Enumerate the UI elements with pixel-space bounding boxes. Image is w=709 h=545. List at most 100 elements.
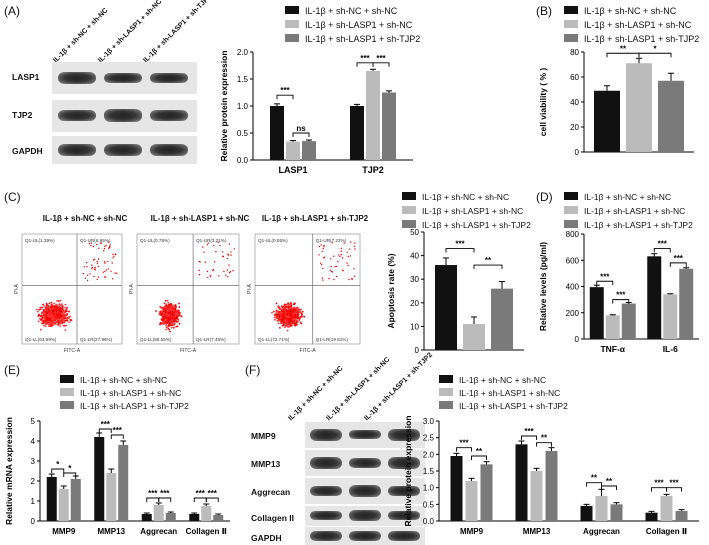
chart-e-sig-bracket-2 [63, 472, 77, 477]
chart-c-y-tick-label-1: 10 [410, 322, 419, 331]
chart-f-category-2: MMP13 [523, 527, 551, 536]
chart-f-sig-label-5: ** [591, 474, 598, 483]
chart-b-bar-1-2 [626, 63, 652, 152]
wb-f-row-collagen: Collagen II [251, 513, 294, 523]
chart-a-sig-bracket-2 [292, 132, 310, 137]
chart-e-y-tick-label-2: 2 [31, 477, 36, 486]
chart-e-sig-bracket-6 [158, 497, 172, 502]
chart-e-y-tick-label-3: 3 [31, 457, 36, 466]
chart-d-category-1: TNF-α [600, 344, 625, 354]
facs-plot-3-ul: Q1-UL(0.55%) [258, 238, 288, 243]
chart-e-bar-3-3 [165, 513, 176, 521]
chart-d-sig-bracket-4 [669, 262, 687, 267]
chart-c-y-tick-label-3: 30 [410, 275, 419, 284]
chart-f-y-tick-label-2: 1.0 [423, 484, 435, 493]
chart-a-category-2: TJP2 [362, 165, 384, 175]
chart-c-sig-bracket-2 [473, 264, 503, 270]
facs-title-2: IL-1β + sh-LASP1 + sh-NC [150, 214, 250, 223]
facs-plot-2-frame [136, 233, 240, 345]
chart-e-y-tick-label-0: 0 [31, 517, 36, 526]
chart-b-y-label: cell viability ( % ) [538, 68, 548, 137]
chart-d-legend-swatch-3 [564, 220, 578, 228]
facs-plot-2-events [155, 241, 235, 333]
chart-c-legend-label-2: IL-1β + sh-LASP1 + sh-NC [422, 206, 523, 216]
wb-a-row-tjp2: TJP2 [12, 110, 33, 120]
facs-plot-2-ur: Q1-UR(3.21%) [196, 238, 227, 243]
chart-d-bar-1-1 [589, 287, 604, 339]
chart-f-sig-label-6: ** [606, 477, 613, 486]
wb-a-row-gapdh: GAPDH [12, 146, 43, 156]
chart-c-y-tick-label-4: 40 [410, 252, 419, 261]
chart-d-sig-label-1: *** [600, 272, 610, 281]
chart-a-bar-2-3 [382, 92, 396, 160]
panel-label-a: (A) [4, 4, 20, 18]
chart-d-y-tick-label-1: 200 [566, 309, 580, 318]
chart-a-legend-label-3: IL-1β + sh-LASP1 + sh-TJP2 [305, 34, 420, 44]
wb-f-row-mmp9: MMP9 [251, 431, 276, 441]
chart-c: IL-1β + sh-NC + sh-NC IL-1β + sh-LASP1 + … [386, 192, 531, 355]
chart-a-y-tick-label-2: 1.0 [237, 102, 249, 111]
chart-d-sig-label-4: *** [674, 254, 684, 263]
facs-plot-1-ur: Q1-UR(6.95%) [80, 238, 111, 243]
chart-e-sig-label-2: * [68, 464, 72, 473]
wb-a-blot-lasp1 [52, 62, 197, 94]
chart-d-y-label: Relative levels (pg/ml) [538, 242, 548, 331]
chart-d: IL-1β + sh-NC + sh-NC IL-1β + sh-LASP1 + … [538, 192, 699, 354]
chart-a-sig-label-2: ns [296, 124, 306, 133]
chart-f-bar-1-2 [465, 481, 478, 521]
chart-f-legend-swatch-3 [439, 401, 453, 409]
wb-f-row-mmp13: MMP13 [251, 459, 281, 469]
chart-d-legend-label-3: IL-1β + sh-LASP1 + sh-TJP2 [584, 220, 693, 230]
chart-f-y-tick-label-1: 0.5 [423, 500, 435, 509]
chart-e-sig-label-4: *** [113, 426, 123, 435]
chart-c-sig-label-1: *** [455, 240, 465, 249]
facs-plot-3-ur: Q1-UR(7.22%) [316, 238, 347, 243]
panel-label-e: (E) [4, 363, 20, 377]
chart-e-sig-label-8: *** [208, 489, 218, 498]
chart-f-y-tick-label-6: 3.0 [423, 417, 435, 426]
western-blot-f: IL-1β + sh-NC + sh-NC IL-1β + sh-LASP1 +… [245, 352, 434, 545]
facs-plot-2-ul: Q1-UL(0.78%) [140, 238, 170, 243]
chart-f-sig-label-7: *** [654, 479, 664, 488]
facs-plot-3-ll: Q1-LL(72.71%) [258, 337, 290, 342]
facs-plot-3-frame [254, 233, 361, 345]
chart-d-category-2: IL-6 [663, 344, 678, 354]
chart-d-bar-2-2 [663, 294, 678, 339]
chart-b-legend-label-1: IL-1β + sh-NC + sh-NC [584, 6, 677, 16]
chart-c-sig-label-2: ** [485, 256, 492, 265]
chart-e-sig-label-5: *** [148, 489, 158, 498]
chart-f-category-4: Collagen Ⅱ [646, 527, 687, 536]
chart-e-sig-label-1: * [56, 460, 60, 469]
chart-c-legend-swatch-1 [402, 192, 416, 200]
chart-a-bar-2-2 [366, 70, 380, 160]
wb-f-blot-gapdh [305, 527, 425, 545]
chart-b-y-tick-label-3: 60 [570, 73, 579, 82]
chart-f-bar-4-2 [660, 496, 673, 521]
chart-a-sig-bracket-1 [276, 94, 294, 100]
wb-f-row-gapdh: GAPDH [251, 533, 282, 543]
chart-f-sig-bracket-8 [666, 487, 682, 492]
panel-label-c: (C) [4, 190, 21, 204]
chart-e-bar-4-2 [201, 506, 212, 521]
chart-f-category-1: MMP9 [460, 527, 484, 536]
chart-a-y-tick-label-1: 0.5 [237, 129, 249, 138]
chart-d-y-tick-label-4: 800 [566, 230, 580, 239]
facs-plot-1-xlabel: FITC-A [64, 348, 81, 354]
chart-b-legend-swatch-3 [564, 34, 578, 42]
chart-d-legend-label-1: IL-1β + sh-NC + sh-NC [584, 192, 671, 202]
chart-f: IL-1β + sh-NC + sh-NC IL-1β + sh-LASP1 + … [403, 375, 699, 536]
chart-f-bar-4-1 [645, 512, 658, 521]
chart-b-y-tick-label-2: 40 [570, 98, 579, 107]
chart-e-sig-label-3: *** [101, 420, 111, 429]
facs-plot-1-lr: Q1-LR(27.96%) [80, 337, 113, 342]
chart-a-legend-label-2: IL-1β + sh-LASP1 + sh-NC [305, 20, 413, 30]
chart-b-bar-1-1 [594, 90, 620, 152]
wb-a-row-lasp1: LASP1 [12, 72, 40, 82]
chart-e-legend-swatch-1 [60, 375, 74, 383]
chart-b-y-tick-label-0: 0 [575, 148, 580, 157]
chart-b-bar-1-3 [658, 80, 684, 152]
chart-e-bar-4-3 [213, 515, 224, 521]
chart-e-y-tick-label-1: 1 [31, 497, 36, 506]
flow-cytometry-plots: Q1-UL(1.39%) Q1-UR(6.95%) Q1-LL(63.69%) Q1-… [14, 233, 361, 354]
chart-a-sig-label-1: *** [280, 86, 290, 95]
